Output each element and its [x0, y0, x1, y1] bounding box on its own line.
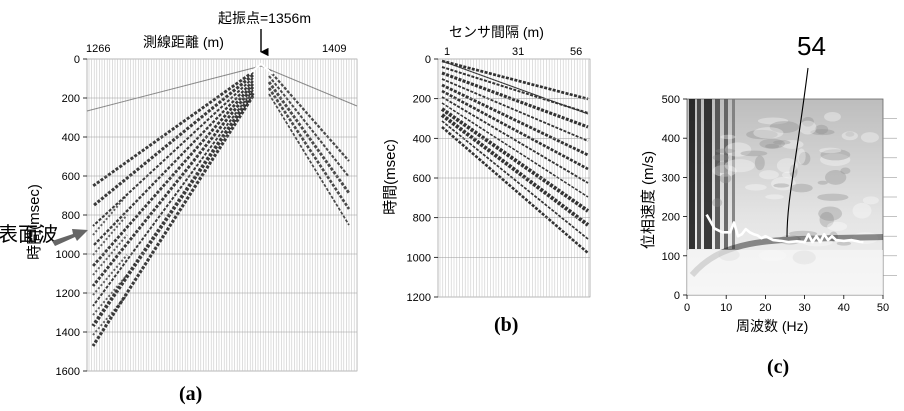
- dispersion-texture: [713, 154, 730, 161]
- y-tick-label: 100: [662, 251, 680, 263]
- y-tick-label: 800: [62, 210, 80, 222]
- y-tick-label: 0: [674, 290, 680, 302]
- dispersion-texture: [759, 170, 779, 179]
- panel-b-caption: (b): [494, 314, 518, 336]
- dispersion-texture: [818, 206, 842, 220]
- panel-a-shot-label: 起振点=1356m: [218, 10, 311, 26]
- y-tick-label: 1200: [56, 288, 80, 300]
- y-tick-label: 400: [413, 133, 431, 145]
- y-tick-label: 0: [425, 54, 431, 66]
- panel-a-caption: (a): [179, 383, 202, 405]
- panel-a-y-axis: 0 200 400 600 800 1000 1200 1400 1600: [56, 54, 87, 378]
- y-tick-label: 400: [662, 133, 680, 145]
- callout-number: 54: [797, 31, 826, 61]
- dispersion-texture: [755, 156, 765, 171]
- panel-b-x-tick-2: 31: [512, 46, 524, 58]
- panel-b-x-tick-1: 1: [444, 46, 450, 58]
- y-tick-label: 600: [413, 173, 431, 185]
- x-tick-label: 0: [684, 302, 690, 314]
- x-tick-label: 30: [798, 302, 810, 314]
- x-tick-label: 40: [838, 302, 850, 314]
- panel-c: 01002003004005000 10 20 30 40 50 54 周波数 (Hz) …: [640, 31, 897, 378]
- dispersion-texture: [765, 194, 784, 199]
- y-tick-label: 400: [62, 132, 80, 144]
- y-tick-label: 200: [62, 93, 80, 105]
- panel-c-caption: (c): [767, 356, 789, 378]
- y-tick-label: 0: [74, 54, 80, 66]
- dispersion-texture: [715, 149, 735, 154]
- dispersion-texture: [819, 148, 841, 154]
- dispersion-texture: [817, 194, 848, 201]
- dispersion-texture: [824, 112, 841, 122]
- panel-a-top-label: 測線距離 (m): [143, 34, 224, 50]
- y-tick-label: 300: [662, 172, 680, 184]
- dispersion-texture: [840, 168, 850, 175]
- dispersion-texture: [745, 184, 767, 191]
- y-tick-label: 1000: [407, 252, 431, 264]
- dispersion-texture: [799, 121, 816, 135]
- dispersion-texture: [790, 184, 813, 193]
- panel-a-x-tick-right: 1409: [322, 43, 346, 55]
- dispersion-texture: [818, 181, 828, 185]
- y-tick-label: 800: [413, 213, 431, 225]
- dispersion-texture: [789, 231, 817, 237]
- dispersion-band: [689, 99, 695, 249]
- y-tick-label: 1200: [407, 292, 431, 304]
- y-tick-label: 1400: [56, 327, 80, 339]
- y-tick-label: 1000: [56, 249, 80, 261]
- dispersion-texture: [842, 131, 858, 140]
- panel-a-y-label: 時間(msec): [26, 184, 43, 260]
- panel-c-y-label: 位相速度 (m/s): [640, 151, 657, 249]
- dispersion-texture: [861, 132, 879, 143]
- dispersion-texture: [753, 127, 783, 138]
- dispersion-texture: [773, 183, 789, 187]
- y-tick-label: 600: [62, 171, 80, 183]
- x-tick-label: 20: [759, 302, 771, 314]
- x-tick-label: 50: [877, 302, 889, 314]
- y-tick-label: 200: [662, 212, 680, 224]
- panel-b: 020040060080010001200 センサ間隔 (m) 1 31 56 …: [382, 24, 590, 336]
- dispersion-texture: [720, 174, 732, 184]
- low-velocity-zone: [687, 250, 883, 295]
- dispersion-texture: [797, 148, 806, 164]
- panel-b-y-label: 時間(msec): [382, 139, 399, 215]
- y-tick-label: 1600: [56, 366, 80, 378]
- dispersion-texture: [827, 222, 847, 231]
- panel-a-x-tick-left: 1266: [86, 43, 110, 55]
- dispersion-band: [697, 99, 701, 249]
- y-tick-label: 200: [413, 94, 431, 106]
- dispersion-texture: [863, 196, 879, 204]
- panel-a: 0 200 400 600 800 1000 1200 1400 1600 測線距離 (m) 起…: [0, 10, 357, 405]
- dispersion-texture: [725, 159, 755, 172]
- panel-b-top-label: センサ間隔 (m): [449, 24, 544, 40]
- x-tick-label: 10: [720, 302, 732, 314]
- panel-c-right-gridlines: [883, 119, 897, 276]
- y-tick-label: 500: [662, 94, 680, 106]
- panel-c-x-label: 周波数 (Hz): [736, 318, 808, 334]
- dispersion-texture: [765, 144, 779, 149]
- dispersion-texture: [853, 203, 872, 219]
- dispersion-texture: [720, 135, 735, 139]
- panel-b-x-tick-3: 56: [570, 46, 582, 58]
- panel-b-y-axis: 0 200 400 600 800 1000 1200: [407, 54, 438, 304]
- dispersion-texture: [740, 151, 767, 157]
- dispersion-band: [704, 99, 712, 249]
- surface-wave-annotation: 表面波: [0, 223, 58, 246]
- dispersion-texture: [712, 198, 722, 207]
